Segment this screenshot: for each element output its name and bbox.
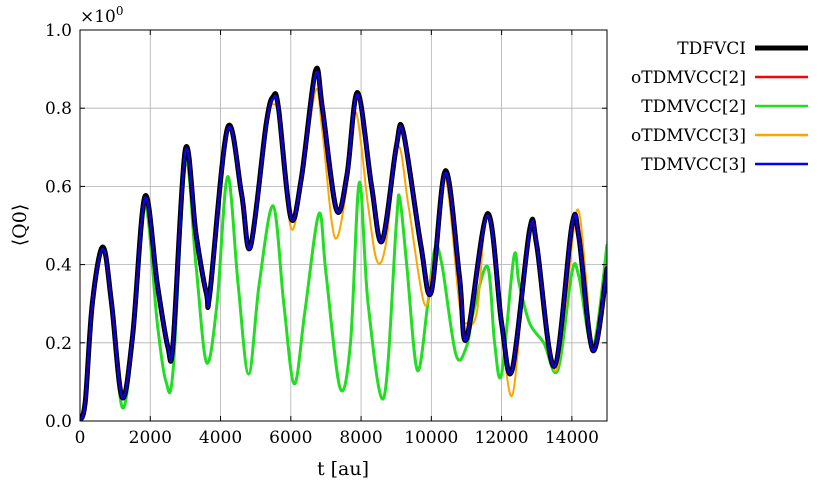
x-tick-label: 0 [75, 428, 86, 448]
x-tick-label: 12000 [475, 428, 529, 448]
series-line-tdmvcc3 [80, 71, 607, 421]
axis-ticks: 0 2000 4000 6000 8000 10000 12000 14000 0.0 0.2 0.… [45, 21, 607, 448]
legend-label: TDMVCC[2] [641, 97, 746, 117]
y-tick-label: 0.4 [45, 256, 72, 276]
legend-label: TDFVCI [677, 39, 746, 59]
y-axis-label: ⟨Q0⟩ [9, 204, 31, 247]
legend-label: oTDMVCC[2] [631, 68, 746, 88]
y-tick-label: 0.0 [45, 412, 72, 432]
legend: TDFVCI oTDMVCC[2] TDMVCC[2] oTDMVCC[3] TDMVC… [631, 39, 808, 175]
x-tick-label: 2000 [129, 428, 172, 448]
series-layer [80, 65, 607, 421]
x-tick-label: 8000 [339, 428, 382, 448]
y-axis-multiplier: ×100 [80, 4, 124, 27]
y-tick-label: 1.0 [45, 21, 72, 41]
series-line-tdmvcc2 [80, 159, 607, 421]
x-tick-label: 4000 [199, 428, 242, 448]
x-tick-label: 10000 [404, 428, 458, 448]
x-tick-label: 14000 [545, 428, 599, 448]
y-tick-label: 0.6 [45, 177, 72, 197]
x-axis-label: t [au] [317, 458, 369, 480]
legend-label: TDMVCC[3] [641, 155, 746, 175]
x-tick-label: 6000 [269, 428, 312, 448]
plot-frame [79, 29, 608, 422]
y-tick-label: 0.2 [45, 334, 72, 354]
legend-label: oTDMVCC[3] [631, 126, 746, 146]
y-tick-label: 0.8 [45, 99, 72, 119]
